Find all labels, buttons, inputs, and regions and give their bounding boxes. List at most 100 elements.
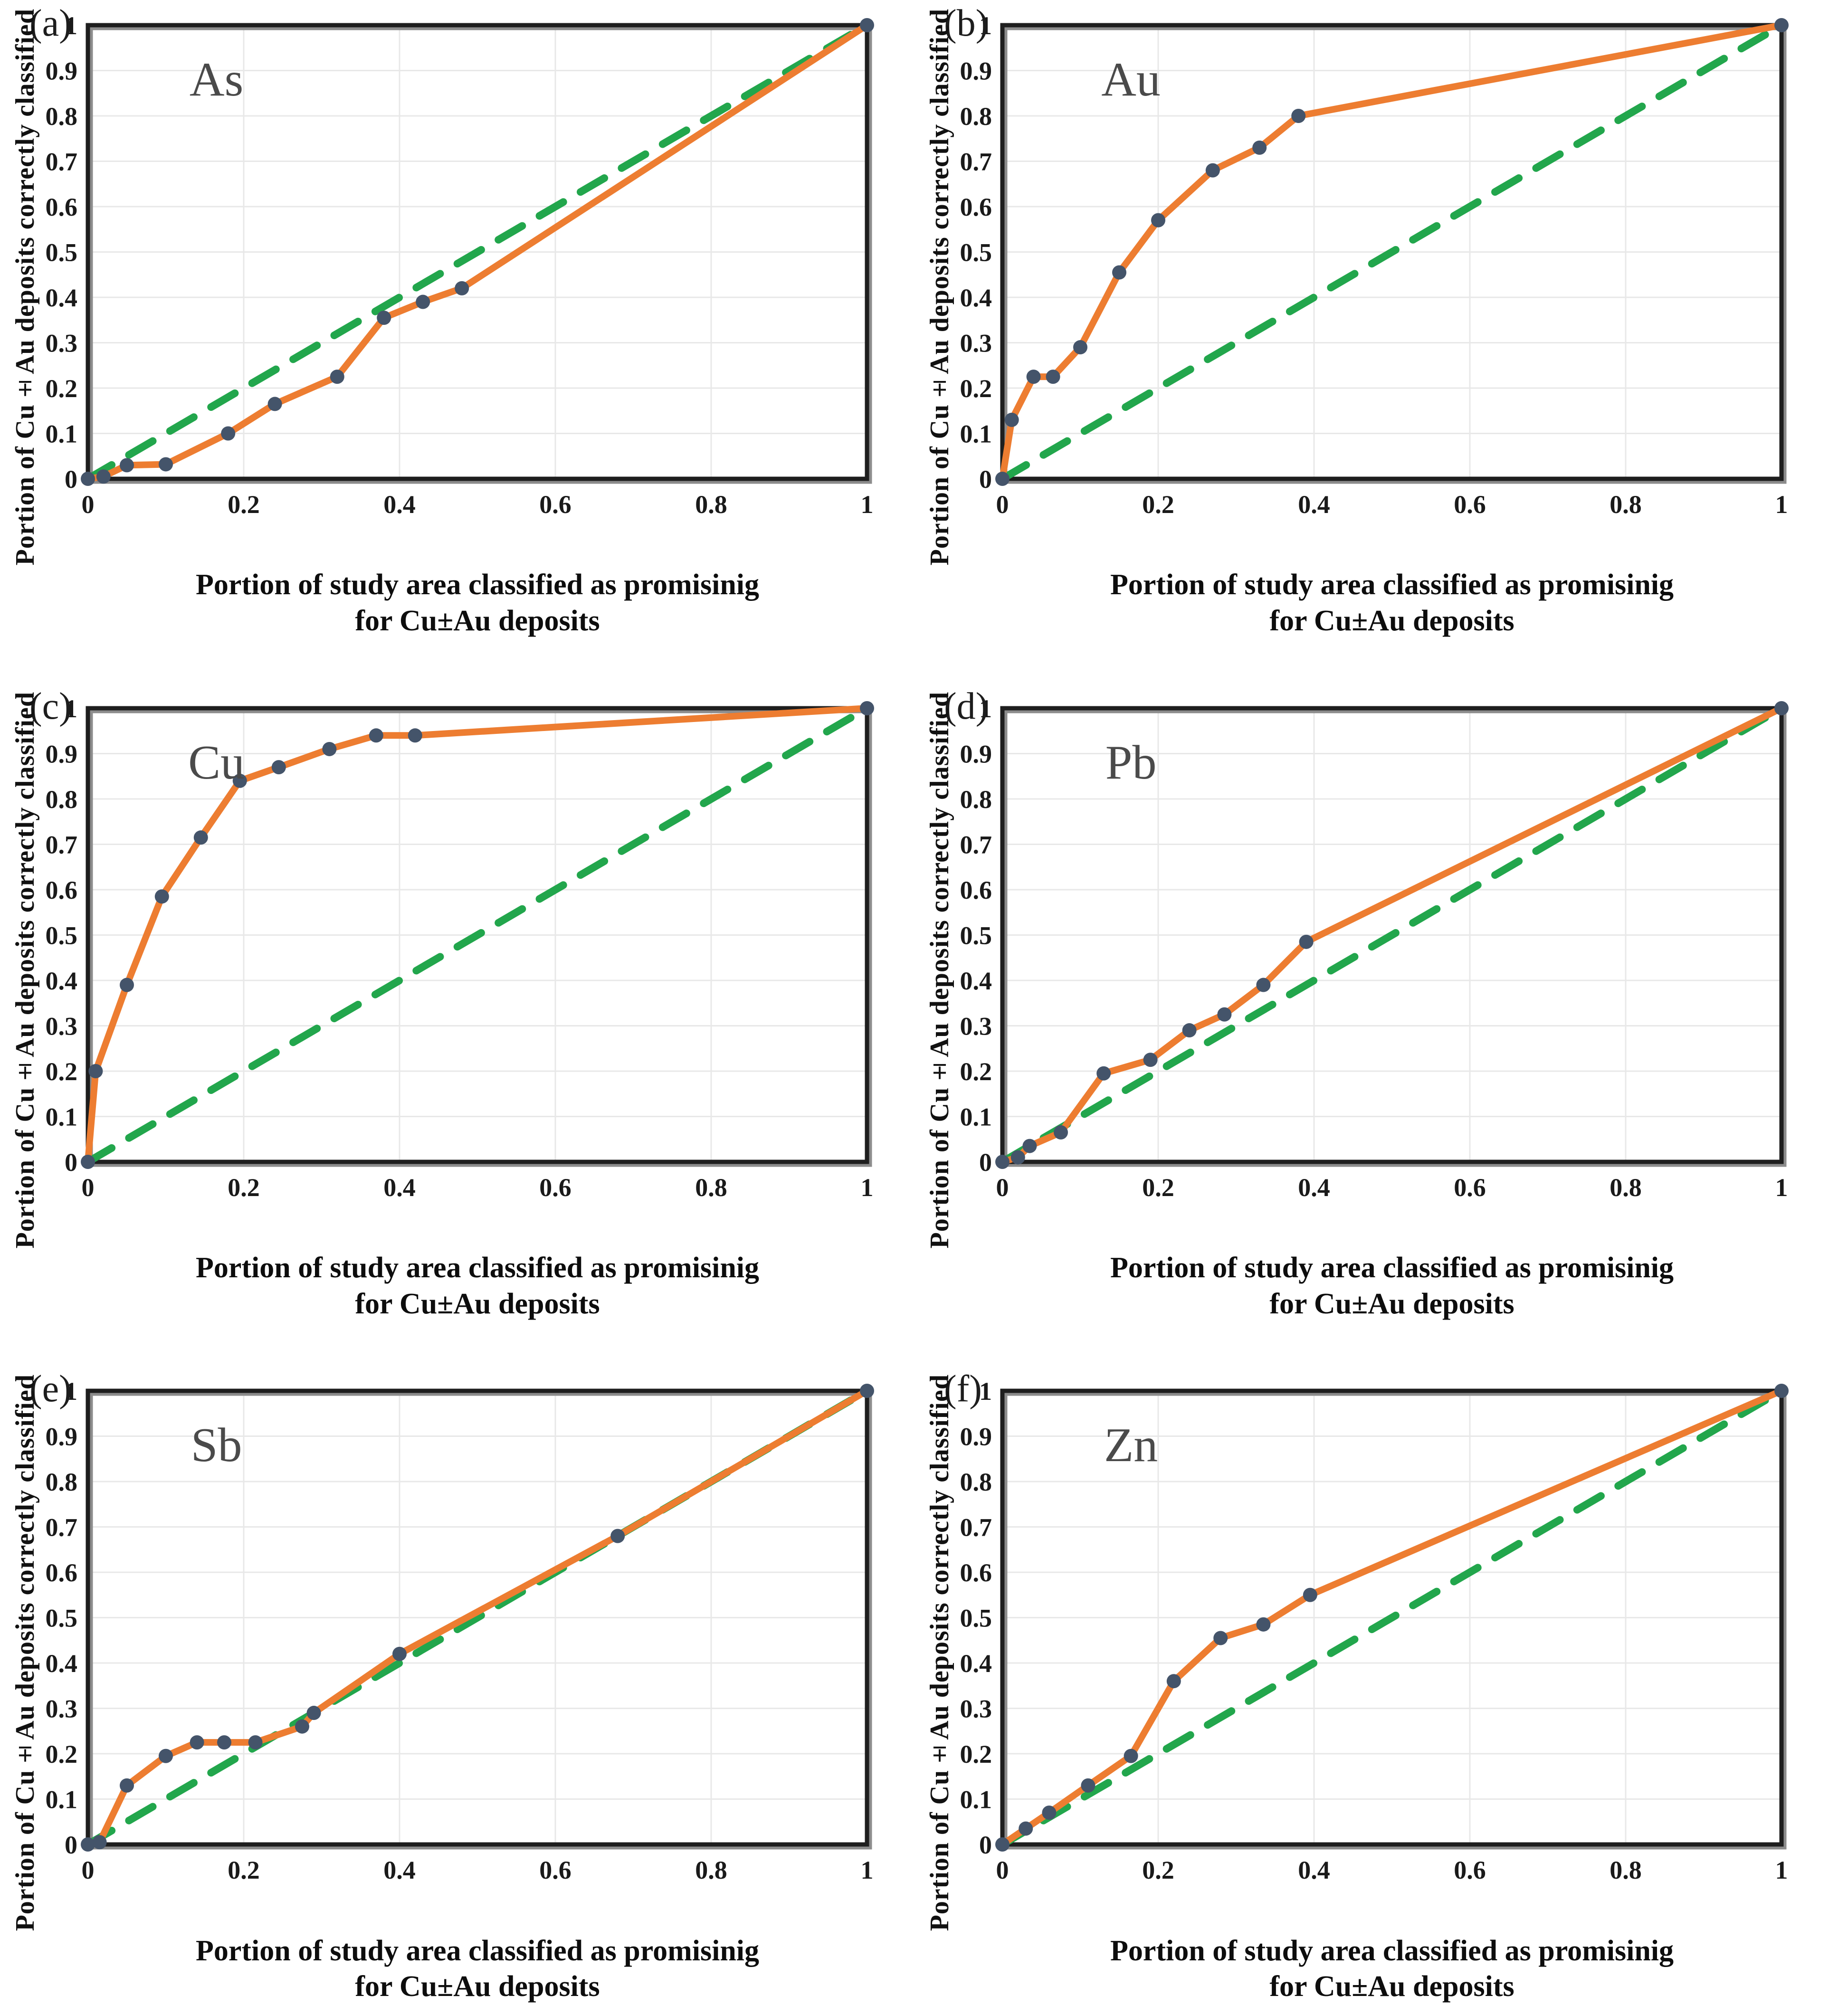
y-axis-title-text: Portion of Cu±Au deposits correctly clas…: [10, 691, 40, 1249]
data-point-marker: [1774, 18, 1789, 32]
y-tick-label: 0.2: [46, 374, 78, 403]
element-label: Sb: [191, 1418, 242, 1472]
x-tick-label: 1: [1775, 1173, 1788, 1202]
element-label: Au: [1101, 53, 1161, 106]
y-tick-label: 0: [65, 465, 77, 494]
data-point-marker: [154, 889, 169, 903]
y-tick-label: 0.5: [46, 1604, 78, 1633]
data-point-marker: [1252, 140, 1267, 155]
chart-row: Portion of Cu±Au deposits correctly clas…: [924, 692, 1838, 1248]
y-tick-label: 0.3: [46, 329, 78, 358]
x-tick-label: 0.6: [539, 1856, 572, 1884]
x-tick-label: 0.2: [1142, 1173, 1174, 1202]
y-tick-label: 0.3: [960, 1695, 992, 1723]
y-tick-label: 0.5: [46, 238, 78, 267]
x-tick-label: 1: [1775, 490, 1788, 519]
x-tick-label: 0: [82, 1856, 95, 1884]
y-tick-label: 0.7: [46, 830, 78, 859]
y-tick-label: 0.8: [46, 1468, 78, 1496]
data-point-marker: [1151, 213, 1165, 228]
data-point-marker: [1010, 1150, 1025, 1165]
y-tick-label: 0.6: [960, 1558, 992, 1587]
y-axis-title: Portion of Cu±Au deposits correctly clas…: [10, 1374, 40, 1931]
data-point-marker: [1022, 1139, 1037, 1153]
y-tick-label: 0.7: [960, 830, 992, 859]
x-tick-label: 1: [861, 490, 874, 519]
y-tick-label: 0.4: [960, 284, 992, 312]
roc-chart-svg: 0 0.1 0.2 0.3 0.4 0.5 0.6 0.7 0.8 0.9 1 0 0.2 0.4 0.6 0…: [46, 1377, 874, 1884]
chart-panel-f: (f) Portion of Cu±Au deposits correctly …: [924, 1368, 1838, 2005]
x-tick-label: 0: [996, 1856, 1009, 1884]
y-tick-label: 0.3: [46, 1695, 78, 1723]
data-point-marker: [1166, 1674, 1181, 1689]
x-tick-label: 0: [996, 490, 1009, 519]
data-point-marker: [1182, 1023, 1197, 1037]
x-axis-title: Portion of study area classified as prom…: [1002, 1933, 1781, 2005]
data-point-marker: [1774, 1384, 1789, 1398]
y-tick-label: 0.7: [960, 1513, 992, 1542]
x-tick-label: 0.8: [1610, 490, 1642, 519]
data-point-marker: [455, 281, 469, 295]
y-tick-label: 0.6: [46, 876, 78, 904]
panel-label: (d): [944, 685, 989, 727]
y-tick-label: 0.4: [960, 967, 992, 995]
roc-chart-svg: 0 0.1 0.2 0.3 0.4 0.5 0.6 0.7 0.8 0.9 1 0 0.2 0.4 0.6 0…: [46, 694, 874, 1202]
x-tick-label: 1: [1775, 1856, 1788, 1884]
data-point-marker: [81, 1837, 95, 1852]
data-point-marker: [159, 1749, 173, 1764]
x-tick-label: 0.2: [228, 1173, 260, 1202]
panel-label: (f): [944, 1368, 982, 1410]
data-point-marker: [1004, 412, 1019, 427]
y-tick-label: 0.1: [46, 1786, 78, 1814]
data-point-marker: [248, 1735, 263, 1750]
chart-row: Portion of Cu±Au deposits correctly clas…: [10, 1374, 924, 1931]
y-tick-label: 1: [979, 694, 992, 723]
data-point-marker: [995, 1154, 1010, 1169]
x-tick-label: 0.4: [383, 1173, 416, 1202]
y-tick-label: 0.5: [960, 1604, 992, 1633]
chart-panel-e: (e) Portion of Cu±Au deposits correctly …: [10, 1368, 924, 2005]
plot-border: [86, 1388, 869, 1847]
y-tick-label: 0: [979, 1148, 992, 1177]
y-tick-label: 0.6: [46, 193, 78, 221]
y-tick-label: 1: [65, 1377, 77, 1406]
y-axis-title: Portion of Cu±Au deposits correctly clas…: [924, 9, 955, 565]
model-curve: [85, 1387, 870, 1848]
data-point-marker: [1026, 370, 1041, 384]
chart-row: Portion of Cu±Au deposits correctly clas…: [924, 1374, 1838, 1931]
y-tick-label: 0.2: [960, 1057, 992, 1086]
plot-border-shadow: [1004, 1392, 1787, 1850]
data-point-marker: [1046, 370, 1060, 384]
x-tick-label: 1: [861, 1856, 874, 1884]
random-diagonal-line: [84, 21, 871, 483]
x-axis-title: Portion of study area classified as prom…: [1002, 567, 1781, 639]
y-tick-label: 0.2: [46, 1740, 78, 1768]
y-tick-label: 0.1: [960, 1102, 992, 1131]
y-tick-label: 0.3: [46, 1012, 78, 1040]
y-tick-label: 0: [65, 1831, 77, 1859]
element-label: As: [190, 53, 243, 106]
x-axis-title-line1: Portion of study area classified as prom…: [1110, 569, 1674, 601]
data-point-marker: [1124, 1749, 1138, 1764]
y-tick-label: 1: [65, 694, 77, 723]
data-point-marker: [1205, 163, 1220, 178]
y-tick-label: 0.8: [960, 1468, 992, 1496]
data-point-marker: [610, 1529, 625, 1543]
y-tick-label: 0: [979, 465, 992, 494]
data-point-marker: [92, 1835, 107, 1850]
x-tick-label: 0.6: [539, 1173, 572, 1202]
y-tick-label: 0.3: [960, 329, 992, 358]
x-axis-title-line2: for Cu±Au deposits: [1269, 1970, 1515, 2003]
data-point-marker: [217, 1735, 231, 1750]
x-tick-label: 0.6: [1454, 1173, 1486, 1202]
data-point-marker: [1291, 109, 1306, 123]
chart-panel-a: (a) Portion of Cu±Au deposits correctly …: [10, 2, 924, 639]
x-tick-label: 0.6: [1454, 1856, 1486, 1884]
x-tick-label: 0.8: [1610, 1173, 1642, 1202]
random-diagonal-line: [999, 21, 1785, 483]
y-axis-title-text: Portion of Cu±Au deposits correctly clas…: [10, 1374, 40, 1931]
data-point-marker: [88, 1064, 103, 1078]
y-tick-label: 0.4: [960, 1649, 992, 1678]
y-axis-title: Portion of Cu±Au deposits correctly clas…: [924, 692, 955, 1248]
